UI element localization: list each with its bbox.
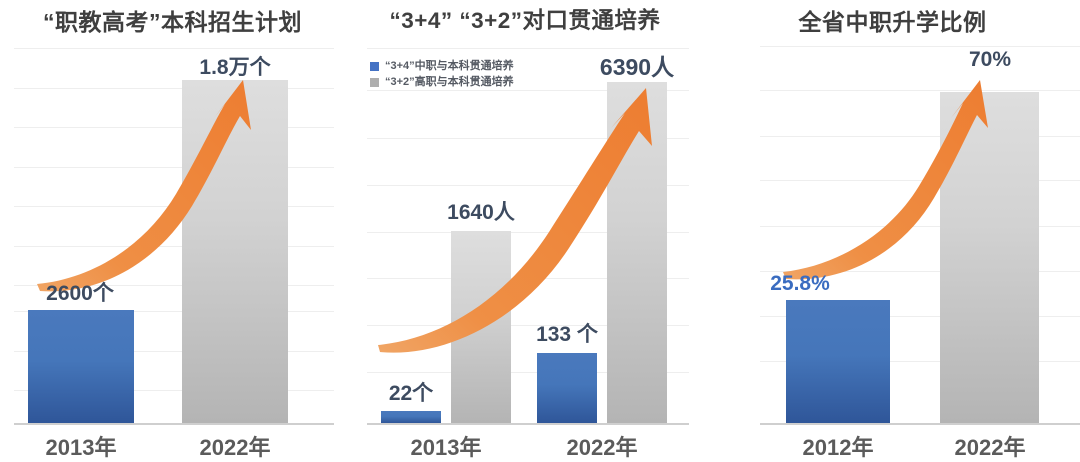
gridline — [14, 48, 334, 49]
chart-panel-enrollment-plan: “职教高考”本科招生计划 — [0, 0, 345, 460]
chart-legend: “3+4”中职与本科贯通培养 “3+2”高职与本科贯通培养 — [370, 58, 514, 90]
gridline — [760, 361, 1080, 362]
legend-item-3plus2[interactable]: “3+2”高职与本科贯通培养 — [370, 74, 514, 90]
gridline — [14, 311, 334, 312]
bar-2022[interactable] — [182, 80, 288, 423]
bar-3plus4-2013[interactable] — [381, 411, 441, 423]
data-label-3plus2-2022: 6390人 — [599, 54, 675, 80]
legend-label-3plus4: “3+4”中职与本科贯通培养 — [385, 60, 514, 72]
chart-title: 全省中职升学比例 — [798, 9, 987, 35]
gridline — [760, 316, 1080, 317]
bar-2022[interactable] — [940, 92, 1039, 423]
gridline — [367, 48, 689, 49]
x-axis-line — [760, 423, 1080, 425]
legend-label-3plus2: “3+2”高职与本科贯通培养 — [385, 76, 514, 88]
gridline — [14, 351, 334, 352]
gridline — [760, 46, 1080, 47]
category-label-2022: 2022年 — [199, 435, 271, 460]
category-label-2022: 2022年 — [566, 435, 638, 460]
data-label-2013: 2600个 — [46, 282, 114, 305]
category-label-2012: 2012年 — [802, 435, 874, 460]
bar-3plus2-2022[interactable] — [607, 82, 667, 423]
plot-area: “3+4”中职与本科贯通培养 “3+2”高职与本科贯通培养 22个 1640人 … — [345, 0, 705, 460]
data-label-3plus2-2013: 1640人 — [447, 201, 515, 224]
bar-2012[interactable] — [786, 300, 890, 423]
category-label-2013: 2013年 — [410, 435, 482, 460]
plot-area: 25.8% 70% 2012年 2022年 — [705, 0, 1080, 460]
gridline — [14, 390, 334, 391]
x-axis-line — [14, 423, 334, 425]
x-axis-line — [367, 423, 689, 425]
legend-item-3plus4[interactable]: “3+4”中职与本科贯通培养 — [370, 58, 514, 74]
chart-panel-vocational-advancement-rate: 全省中职升学比例 — [705, 0, 1080, 460]
plot-area: 2600个 1.8万个 2013年 2022年 — [0, 0, 345, 460]
data-label-2012: 25.8% — [770, 272, 830, 295]
data-label-3plus4-2022: 133 个 — [536, 323, 598, 346]
category-label-2013: 2013年 — [45, 435, 117, 460]
gridline — [367, 372, 689, 373]
chart-title: “职教高考”本科招生计划 — [43, 9, 302, 35]
legend-swatch-blue-icon — [370, 61, 379, 71]
chart-panel-pass-through-training: “3+4” “3+2”对口贯通培养 — [345, 0, 705, 460]
chart-title: “3+4” “3+2”对口贯通培养 — [389, 8, 661, 33]
data-label-3plus4-2013: 22个 — [388, 382, 434, 405]
data-label-2022: 1.8万个 — [199, 56, 271, 79]
legend-swatch-gray-icon — [370, 77, 379, 87]
bar-2013[interactable] — [28, 310, 134, 423]
data-label-2022: 70% — [968, 48, 1012, 71]
gridline — [760, 90, 1080, 91]
bar-3plus4-2022[interactable] — [537, 353, 597, 423]
category-label-2022: 2022年 — [954, 435, 1026, 460]
